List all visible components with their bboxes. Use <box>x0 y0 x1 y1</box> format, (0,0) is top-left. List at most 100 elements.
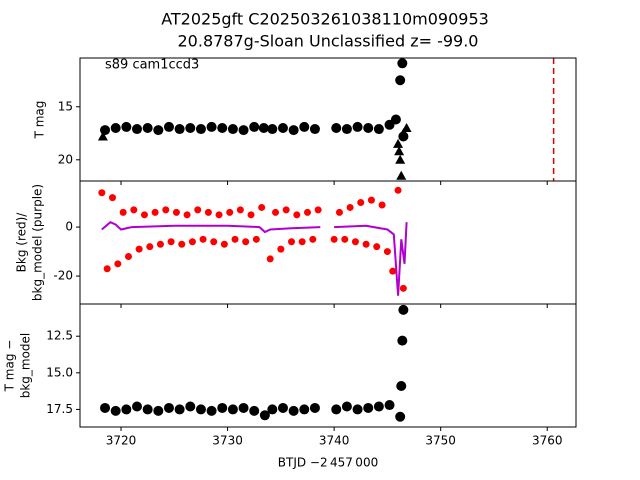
point <box>108 194 116 202</box>
point <box>236 206 244 214</box>
point <box>397 58 408 69</box>
point <box>298 238 306 246</box>
point <box>130 206 138 214</box>
point <box>390 114 401 125</box>
point <box>217 402 228 413</box>
point <box>195 124 206 135</box>
point <box>267 124 278 135</box>
point <box>114 260 122 268</box>
point <box>132 401 143 412</box>
point <box>185 122 196 133</box>
point <box>384 400 395 411</box>
x-tick-label: 3750 <box>425 434 456 448</box>
point <box>282 206 290 214</box>
point <box>121 404 132 415</box>
point <box>252 235 260 243</box>
point <box>238 125 249 136</box>
y-tick-label: 15.0 <box>46 365 73 379</box>
point <box>100 402 111 413</box>
point <box>195 404 206 415</box>
point <box>394 186 402 194</box>
point <box>206 121 217 132</box>
point <box>110 405 121 416</box>
point <box>121 121 132 132</box>
limit-marker <box>97 131 108 141</box>
point <box>341 401 352 412</box>
point <box>389 267 397 275</box>
point <box>247 211 255 219</box>
y-axis-label: bkg_model <box>19 333 33 399</box>
point <box>373 124 384 135</box>
point <box>309 235 317 243</box>
x-tick-label: 3730 <box>212 434 243 448</box>
point <box>110 122 121 133</box>
point <box>98 189 106 197</box>
point <box>335 208 343 216</box>
point <box>330 235 338 243</box>
y-tick-label: 0 <box>65 220 73 234</box>
y-axis-label: T mag <box>33 101 47 140</box>
point <box>309 402 320 413</box>
point <box>140 211 148 219</box>
point <box>373 401 384 412</box>
point <box>153 125 164 136</box>
point <box>395 75 406 86</box>
point <box>258 122 269 133</box>
point <box>227 404 238 415</box>
point <box>119 208 127 216</box>
point <box>272 208 280 216</box>
title-line: 20.8787g-Sloan Unclassified z= -99.0 <box>178 32 479 51</box>
x-tick-label: 3720 <box>106 434 137 448</box>
point <box>341 235 349 243</box>
point <box>352 121 363 132</box>
point <box>103 265 111 273</box>
point <box>226 208 234 216</box>
point <box>204 208 212 216</box>
limit-marker <box>398 128 409 138</box>
limit-marker <box>401 122 412 132</box>
point <box>142 404 153 415</box>
point <box>288 125 299 136</box>
y-axis-label: Bkg (red)/ <box>15 212 29 273</box>
point <box>277 402 288 413</box>
point <box>397 335 408 346</box>
point <box>167 238 175 246</box>
point <box>231 235 239 243</box>
point <box>174 124 185 135</box>
point <box>373 243 381 251</box>
x-tick-label: 3740 <box>319 434 350 448</box>
y-tick-label: 20 <box>58 152 73 166</box>
point <box>303 208 311 216</box>
point <box>206 405 217 416</box>
point <box>174 404 185 415</box>
point <box>220 240 228 248</box>
axes-frame <box>79 303 577 428</box>
point <box>142 122 153 133</box>
point <box>346 203 354 211</box>
point <box>210 238 218 246</box>
point <box>178 240 186 248</box>
point <box>293 211 301 219</box>
point <box>163 121 174 132</box>
point <box>309 124 320 135</box>
point <box>188 238 196 246</box>
point <box>217 122 228 133</box>
point <box>277 245 285 253</box>
point <box>124 252 132 260</box>
point <box>163 402 174 413</box>
point <box>363 402 374 413</box>
limit-marker <box>395 154 406 164</box>
model-line <box>101 221 408 296</box>
annotation: s89 cam1ccd3 <box>105 58 199 73</box>
point <box>153 405 164 416</box>
title-line: AT2025gft C202503261038110m090953 <box>161 10 489 29</box>
point <box>367 196 375 204</box>
point <box>299 404 310 415</box>
point <box>183 211 191 219</box>
point <box>331 404 342 415</box>
point <box>266 255 274 263</box>
limit-marker <box>394 146 405 156</box>
point <box>185 401 196 412</box>
